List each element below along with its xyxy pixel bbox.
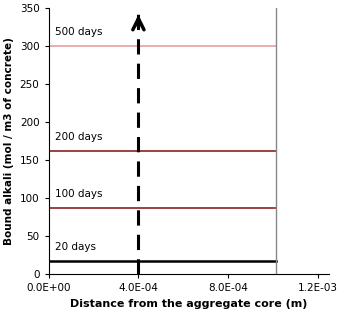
Text: 20 days: 20 days <box>55 242 96 252</box>
X-axis label: Distance from the aggregate core (m): Distance from the aggregate core (m) <box>70 299 308 309</box>
Y-axis label: Bound alkali (mol / m3 of concrete): Bound alkali (mol / m3 of concrete) <box>4 37 14 245</box>
Text: 100 days: 100 days <box>55 189 103 199</box>
Text: 500 days: 500 days <box>55 27 103 37</box>
Text: 200 days: 200 days <box>55 132 103 142</box>
